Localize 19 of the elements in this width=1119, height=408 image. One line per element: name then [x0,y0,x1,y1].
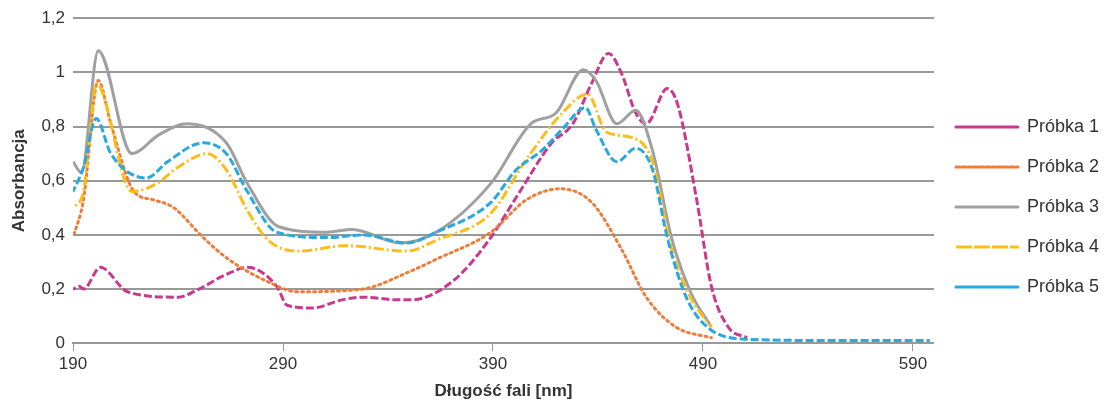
x-tick-label: 190 [58,354,88,374]
y-tick-label: 0,8 [41,116,66,136]
x-tick-label: 290 [268,354,298,374]
legend-label: Próbka 5 [1026,275,1099,296]
legend-label: Próbka 2 [1026,155,1099,176]
y-tick-label: 1,2 [41,7,66,27]
y-tick-label: 0,4 [41,224,66,244]
x-axis-title: Długość fali [nm] [434,381,573,401]
x-tick-label: 490 [688,354,718,374]
y-tick-label: 1 [55,62,66,82]
x-tick-label: 590 [898,354,928,374]
legend-label: Próbka 4 [1026,235,1099,256]
y-axis-title: Absorbancja [8,128,28,233]
y-tick-label: 0,6 [41,170,66,190]
legend-label: Próbka 3 [1026,195,1099,216]
y-tick-label: 0,2 [41,278,66,298]
x-tick-label: 390 [478,354,508,374]
y-tick-label: 0 [55,332,66,352]
legend-label: Próbka 1 [1026,115,1099,136]
